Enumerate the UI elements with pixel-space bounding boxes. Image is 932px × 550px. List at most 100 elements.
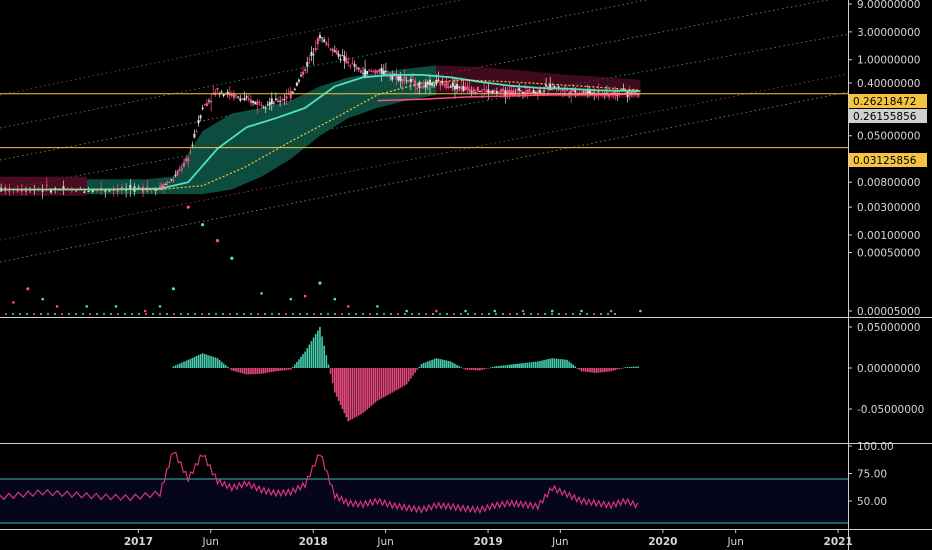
candle-body — [549, 83, 552, 91]
macd-bar — [422, 363, 425, 368]
candle-body — [584, 90, 587, 95]
candle-body — [464, 87, 467, 90]
macd-bar — [218, 359, 221, 368]
candle-body — [120, 186, 123, 189]
candle-body — [380, 67, 383, 74]
macd-bar — [559, 359, 562, 368]
candle-body — [574, 90, 577, 93]
macd-bar — [183, 361, 185, 368]
candle-body — [453, 85, 456, 90]
macd-bar — [564, 359, 566, 368]
candle-body — [203, 104, 206, 106]
macd-bar — [524, 362, 526, 368]
candle-body — [534, 92, 537, 94]
volume-dot — [435, 309, 438, 313]
candle-body — [597, 90, 600, 96]
volume-dot — [318, 281, 322, 285]
macd-bar — [555, 358, 558, 368]
candle-body — [293, 88, 296, 90]
macd-bar — [331, 368, 334, 384]
price-badge-bg — [849, 153, 927, 167]
macd-bar — [578, 368, 581, 370]
macd-bar — [380, 368, 383, 399]
macd-bar — [429, 360, 431, 368]
macd-bar — [339, 368, 342, 405]
channel-line-0 — [0, 0, 463, 96]
macd-bar — [582, 368, 585, 372]
time-axis[interactable]: 2017 Jun 2018 Jun 2019 Jun 2020 Jun 2021 — [124, 529, 853, 548]
candle-body — [230, 93, 233, 97]
macd-bar — [568, 361, 570, 368]
volume-baseline-dot — [5, 313, 7, 315]
macd-bar — [214, 357, 217, 368]
volume-dot — [41, 297, 44, 301]
volume-baseline-dot — [551, 313, 553, 315]
macd-bar — [464, 368, 467, 370]
volume-dot — [464, 309, 467, 313]
candle-body — [279, 100, 282, 102]
rsi-tick-label: 75.00 — [857, 469, 887, 481]
macd-bar — [512, 364, 515, 368]
candle-body — [116, 190, 119, 193]
volume-baseline-dot — [614, 313, 616, 315]
macd-bar — [362, 368, 364, 414]
candle-body — [403, 76, 406, 81]
volume-dot — [230, 256, 234, 260]
candle-body — [237, 96, 240, 98]
macd-bar — [462, 368, 465, 369]
macd-bar — [325, 355, 328, 368]
macd-bar — [197, 355, 200, 368]
candle-body — [582, 91, 585, 93]
macd-bar — [562, 359, 564, 368]
price-axis[interactable]: 9.00000000 3.00000000 1.00000000 0.40000000… — [848, 0, 927, 508]
volume-baseline-dot — [250, 313, 252, 315]
volume-baseline-dot — [453, 313, 455, 315]
candle-body — [405, 80, 408, 82]
candle-body — [570, 88, 573, 95]
volume-baseline-dot — [47, 313, 49, 315]
candle-body — [588, 89, 591, 95]
macd-bar — [258, 368, 261, 374]
candle-body — [532, 90, 535, 94]
candle-body — [409, 78, 412, 83]
macd-bar — [256, 368, 259, 374]
volume-baseline-dot — [68, 313, 70, 315]
volume-baseline-dot — [593, 313, 595, 315]
candle-body — [561, 89, 564, 92]
candle-body — [264, 107, 267, 109]
macd-bar — [323, 345, 325, 368]
volume-baseline-dot — [439, 313, 441, 315]
candle-body — [205, 103, 208, 106]
macd-bar — [401, 368, 404, 387]
macd-bar — [516, 363, 519, 368]
macd-bar — [635, 366, 637, 368]
macd-bar — [335, 368, 338, 397]
candle-body — [287, 93, 290, 95]
volume-dot — [346, 305, 350, 308]
candle-body — [331, 48, 334, 52]
macd-bar — [437, 358, 440, 368]
volume-baseline-dot — [124, 313, 126, 315]
candle-body — [460, 86, 463, 90]
macd-bar — [247, 368, 250, 375]
candle-body — [158, 186, 161, 189]
macd-bar — [277, 368, 279, 372]
candle-body — [345, 57, 348, 64]
macd-bar — [260, 368, 263, 374]
macd-bar — [481, 368, 483, 370]
volume-baseline-dot — [418, 313, 420, 315]
macd-bar — [557, 358, 560, 368]
candle-body — [447, 86, 450, 88]
macd-bar — [306, 348, 309, 368]
time-tick-label: 2018 — [299, 536, 328, 548]
candle-body — [260, 104, 263, 106]
volume-baseline-dot — [243, 313, 245, 315]
macd-bar — [572, 364, 575, 368]
macd-bar — [543, 360, 545, 368]
candle-body — [277, 100, 280, 102]
macd-bar — [294, 364, 296, 368]
candle-body — [397, 76, 400, 81]
macd-bar — [389, 368, 391, 394]
macd-bar — [618, 368, 621, 369]
cloud-green — [86, 65, 437, 195]
